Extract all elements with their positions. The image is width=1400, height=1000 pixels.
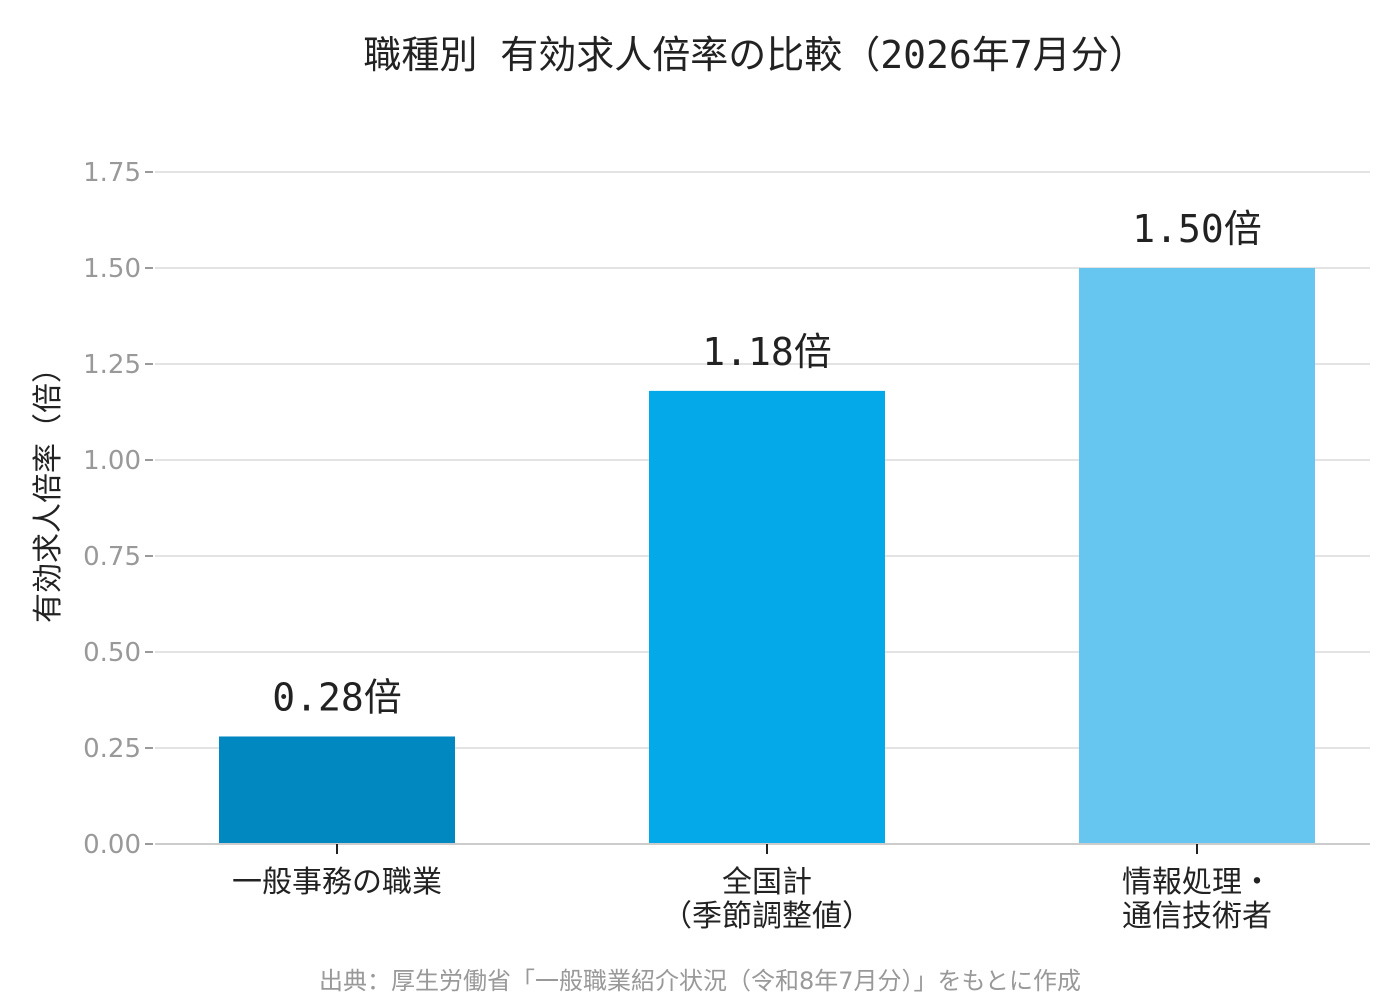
bar-value-label: 1.50倍 (1132, 207, 1262, 251)
chart-title: 職種別 有効求人倍率の比較（2026年7月分） (363, 33, 1147, 77)
bar (649, 390, 885, 844)
y-tick-label: 1.50 (83, 254, 141, 284)
bars: 0.28倍 1.18倍 1.50倍 (219, 207, 1315, 844)
x-tick-label: 一般事務の職業 (232, 865, 442, 900)
y-tick-label: 0.75 (83, 542, 141, 572)
y-tick-label: 1.25 (83, 350, 141, 380)
source-note: 出典：厚生労働省「一般職業紹介状況（令和8年7月分）」をもとに作成 (318, 967, 1082, 995)
x-tick-label: 全国計（季節調整値） (662, 865, 872, 934)
y-axis-label: 有効求人倍率（倍） (31, 353, 66, 623)
bar (1079, 268, 1315, 844)
axes: 0.00 0.25 0.50 0.75 1.00 1.25 1.50 1.75 一般事務の職業 全… (83, 158, 1370, 934)
y-tick-label: 1.00 (83, 446, 141, 476)
y-tick-label: 1.75 (83, 158, 141, 188)
bar-value-label: 1.18倍 (702, 330, 832, 374)
y-tick-label: 0.50 (83, 638, 141, 668)
bar-value-label: 0.28倍 (272, 675, 402, 719)
y-tick-label: 0.25 (83, 734, 141, 764)
y-tick-label: 0.00 (83, 830, 141, 860)
bar (219, 736, 455, 844)
x-tick-label: 情報処理・通信技術者 (1122, 865, 1272, 934)
